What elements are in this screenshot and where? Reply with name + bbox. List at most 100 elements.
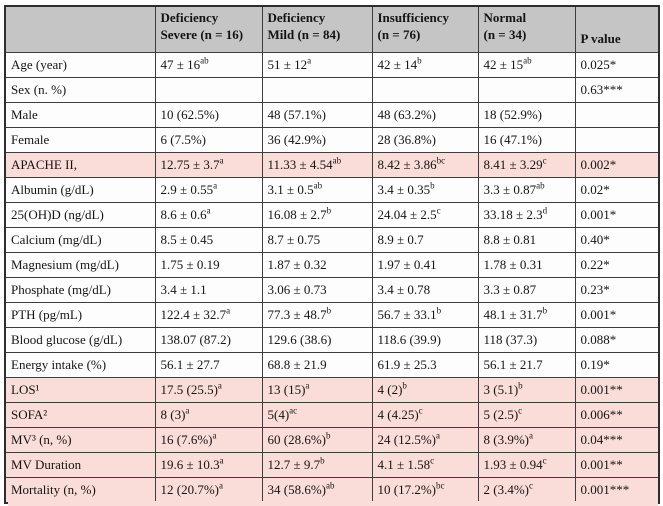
cell-value: 68.8 ± 21.9 [267,357,327,372]
cell-value: 3.4 ± 0.78 [377,282,431,297]
significance-superscript: b [320,455,325,466]
cell-value: 8.9 ± 0.7 [377,232,424,247]
data-cell: 8.6 ± 0.6a [154,202,263,228]
data-cell [261,77,373,103]
significance-superscript: c [542,455,547,466]
cell-value: 129.6 (38.6) [267,332,332,347]
data-cell: 118 (37.3) [477,327,576,353]
data-cell: 8.9 ± 0.7 [371,227,479,253]
data-cell: 11.33 ± 4.54ab [261,152,373,178]
data-cell: 1.75 ± 0.19 [154,252,263,278]
cell-value: 56.1 ± 27.7 [160,357,220,372]
table-row: LOS¹ 17.5 (25.5)a 13 (15)a 4 (2)b 3 (5.1)b 0.… [4,377,660,403]
data-cell: 28 (36.8%) [371,127,479,153]
cell-value: 56.1 ± 21.7 [483,357,543,372]
data-cell: 56.1 ± 27.7 [154,352,263,378]
header-row: Deficiency Severe (n = 16) Deficiency Mil… [4,5,660,53]
table-row: Female 6 (7.5%) 36 (42.9%) 28 (36.8%) 16 (47… [4,127,660,153]
cell-value: 4.1 ± 1.58 [377,457,431,472]
p-value-cell: 0.001** [574,377,660,403]
cell-value: 5(4) [267,407,290,422]
data-cell: 6 (7.5%) [154,127,263,153]
column-header: Normal (n = 34) [477,5,576,53]
cell-value: 3.06 ± 0.73 [267,282,327,297]
row-label: Phosphate (mg/dL) [4,277,156,303]
row-label: Age (year) [4,52,156,78]
table-row: Age (year) 47 ± 16ab 51 ± 12a 42 ± 14b 42 ± … [4,52,660,78]
cell-value: 2 (3.4%) [483,482,530,497]
data-cell: 61.9 ± 25.3 [371,352,479,378]
data-cell: 1.97 ± 0.41 [371,252,479,278]
significance-superscript: bc [436,155,446,166]
significance-superscript: a [226,305,231,316]
cell-value: 1.97 ± 0.41 [377,257,437,272]
data-cell: 10 (17.2%)bc [371,477,479,504]
data-cell: 36 (42.9%) [261,127,373,153]
significance-superscript: ab [313,180,323,191]
data-cell: 16 (7.6%)a [154,427,263,453]
cell-value: 61.9 ± 25.3 [377,357,437,372]
data-cell: 16.08 ± 2.7b [261,202,373,228]
row-label: Blood glucose (g/dL) [4,327,156,353]
significance-superscript: a [307,55,312,66]
p-value-cell: 0.04*** [574,427,660,453]
data-cell: 10 (62.5%) [154,102,263,128]
cell-value: 24 (12.5%) [377,432,437,447]
data-cell: 122.4 ± 32.7a [154,302,263,328]
p-value-cell: 0.088* [574,327,660,353]
cell-value: 33.18 ± 2.3 [483,207,543,222]
significance-superscript: b [542,305,548,316]
cell-value: 56.7 ± 33.1 [377,307,437,322]
cell-value: 4 (4.25) [377,407,419,422]
cell-value: 3.1 ± 0.5 [267,182,314,197]
row-label: Female [4,127,156,153]
cell-value: 3.4 ± 1.1 [160,282,207,297]
cell-value: 8.5 ± 0.45 [160,232,214,247]
results-table: Deficiency Severe (n = 16) Deficiency Mil… [4,5,660,504]
cell-value: 18 (52.9%) [483,107,543,122]
p-value-cell: 0.001* [574,202,660,228]
significance-superscript: a [212,430,217,441]
row-label: APACHE II, [4,152,156,178]
data-cell [477,77,576,103]
cell-value: 12 (20.7%) [160,482,220,497]
data-cell [371,77,479,103]
cell-value: 47 ± 16 [160,57,201,72]
significance-superscript: b [430,180,435,191]
significance-superscript: ab [536,180,545,191]
p-value-cell: 0.006** [574,402,660,428]
significance-superscript: c [418,405,423,416]
cell-value: 3 (5.1) [483,382,519,397]
cell-value: 77.3 ± 48.7 [267,307,327,322]
data-cell: 48 (63.2%) [371,102,479,128]
p-value-cell: 0.63*** [574,77,660,103]
row-label: MV Duration [4,452,156,478]
cell-value: 138.07 (87.2) [160,332,231,347]
table-row: Blood glucose (g/dL) 138.07 (87.2) 129.6 (… [4,327,660,353]
data-cell: 16 (47.1%) [477,127,576,153]
p-value-cell: 0.002* [574,152,660,178]
cell-value: 24.04 ± 2.5 [377,207,437,222]
data-cell: 68.8 ± 21.9 [261,352,373,378]
data-cell: 3.3 ± 0.87 [477,277,576,303]
significance-superscript: b [417,55,422,66]
significance-superscript: b [326,430,331,441]
table-row: APACHE II, 12.75 ± 3.7a 11.33 ± 4.54ab 8.42… [4,152,660,178]
row-label: Energy intake (%) [4,352,156,378]
data-cell: 1.87 ± 0.32 [261,252,373,278]
cell-value: 5 (2.5) [483,407,519,422]
data-cell: 5(4)ac [261,402,373,428]
cell-value: 48.1 ± 31.7 [483,307,543,322]
table-row: MV³ (n, %) 16 (7.6%)a 60 (28.6%)b 24 (12.5%… [4,427,660,453]
cell-value: 6 (7.5%) [160,132,207,147]
cell-value: 3.3 ± 0.87 [483,182,537,197]
significance-superscript: a [219,455,224,466]
cell-value: 10 (17.2%) [377,482,437,497]
cell-value: 36 (42.9%) [267,132,327,147]
significance-superscript: c [436,205,441,216]
row-label: SOFA² [4,402,156,428]
cell-value: 1.87 ± 0.32 [267,257,327,272]
significance-superscript: c [529,480,533,491]
data-cell: 77.3 ± 48.7b [261,302,373,328]
data-cell: 24 (12.5%)a [371,427,479,453]
